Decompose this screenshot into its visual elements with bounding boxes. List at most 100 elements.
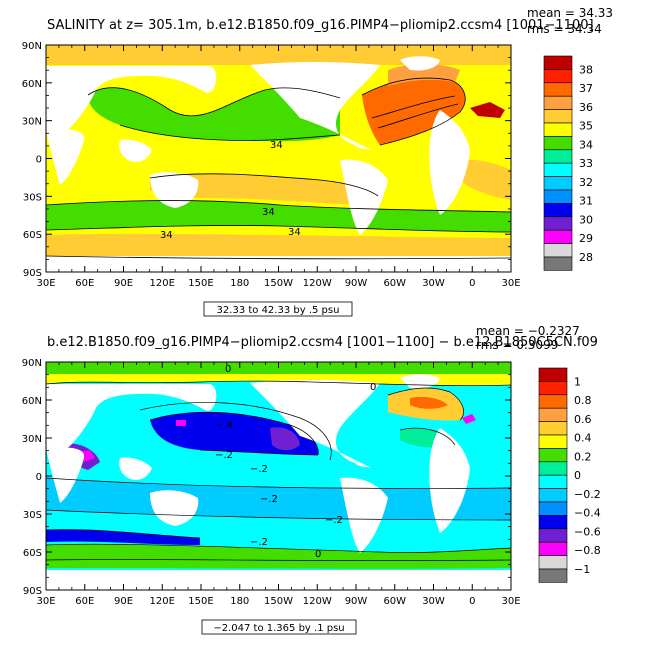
p1-colorbar-label: 34 [579,138,593,151]
p1-colorbar-label: 28 [579,251,593,264]
p1-colorbar-swatch [543,229,573,244]
p2-contour-line [139,402,332,461]
panel-1-rms: rms = 34.34 [527,22,602,36]
p1-land-maritime [119,139,152,162]
p2-colorbar-swatch [538,515,568,530]
p1-colorbar-swatch [543,95,573,110]
p1-land-australia [150,172,199,208]
panel-2: b.e12.B1850.f09_g16.PIMP4−pliomip2.ccsm4… [22,324,601,635]
p1-colorbar-label: 38 [579,63,593,76]
p2-colorbar-swatch [538,421,568,436]
p2-lat-label: 60S [23,548,42,559]
p1-colorbar-swatch [543,122,573,137]
p1-colorbar-swatch [543,109,573,124]
p2-land [46,374,511,590]
p1-colorbar-swatch [543,162,573,177]
p1-lon-label: 30W [422,278,445,289]
p1-lon-label: 60W [383,278,406,289]
p2-contour-label: −.2 [215,450,233,461]
p1-north-atlantic [388,64,460,86]
p2-contour-label: 0 [370,382,376,393]
p1-colorbar-swatch [543,189,573,204]
p2-colorbar-label: 0.4 [574,432,592,445]
panel-1-title: SALINITY at z= 305.1m, b.e12.B1850.f09_g… [47,18,594,33]
p2-colorbar-swatch [538,367,568,382]
p1-colorbar-swatch [543,203,573,218]
p1-contour-line [87,87,341,117]
panel-2-title: b.e12.B1850.f09_g16.PIMP4−pliomip2.ccsm4… [47,335,598,350]
panel-1-mean: mean = 34.33 [527,6,613,20]
p2-contour-label: −.2 [260,494,278,505]
p2-lat-label: 90N [22,358,42,369]
panel-1-map: 34 34 34 34 [46,45,511,272]
p1-lon-label: 120E [150,278,175,289]
p1-lon-label: 120W [303,278,332,289]
p1-lon-label: 180 [230,278,249,289]
p1-pacific-south-orange [150,173,378,205]
p1-southern-orange [46,233,511,259]
p2-range-label: −2.047 to 1.365 by .1 psu [213,623,344,634]
p1-pacific-north-green [88,87,340,142]
p2-colorbar-label: 1 [574,375,581,388]
p2-lat-label: 60N [22,396,42,407]
p1-lon-label: 90W [345,278,368,289]
p1-contour-label: 34 [160,230,173,241]
p2-southern-green [46,544,511,569]
p2-colorbar-swatch [538,434,568,449]
p2-contour-label: 0 [315,549,321,560]
p2-contour-line [46,477,511,489]
p1-colorbar-label: 32 [579,176,593,189]
p1-lon-label: 90E [114,278,133,289]
p1-contour-line [377,103,459,129]
panel-1: SALINITY at z= 305.1m, b.e12.B1850.f09_g… [22,6,613,317]
p1-south-atlantic-east [460,159,511,200]
p2-lon-label: 30E [501,596,520,607]
p1-land-south-america [340,159,388,235]
p1-lon-label: 60E [75,278,94,289]
p1-colorbar-swatch [543,149,573,164]
p1-colorbar-swatch [543,216,573,231]
p2-land-africa-east [46,447,85,503]
p2-lon-label: 0 [469,596,475,607]
p2-contours [46,380,511,561]
p2-north-atlantic-red [410,396,448,409]
p2-colorbar-swatch [538,555,568,570]
p2-lon-label: 120E [150,596,175,607]
p1-colorbar-label: 29 [579,232,593,245]
p2-land-north-america [250,379,380,468]
p1-lat-label: 90S [23,268,42,279]
p2-med-magenta [462,414,476,424]
p2-contour-line [46,543,511,553]
p2-contour-line [149,411,319,456]
p1-colorbar-label: 35 [579,120,593,133]
p1-range-box [203,301,353,317]
p2-contour-line [387,387,464,421]
p2-colorbar-label: 0 [574,469,581,482]
p1-contour-label: 34 [288,227,301,238]
p2-pacific-magenta [176,420,186,426]
p1-contour-line [119,124,341,141]
p2-land-maritime [119,457,152,480]
p2-colorbar-swatch [538,461,568,476]
p2-lon-label: 90E [114,596,133,607]
p2-contour-line [199,449,319,456]
p1-lat-label: 90N [22,41,42,52]
p1-southern-ocean-green [46,200,511,232]
p2-colorbar-swatch [538,568,568,583]
p2-contour-line [399,427,456,446]
p2-contour-label: −.2 [250,537,268,548]
p2-contour-line [46,559,511,561]
p1-contour-line [149,173,379,197]
p2-colorbar-label: −0.8 [574,544,601,557]
p2-colorbar-swatch [538,541,568,556]
p1-lon-label: 150E [188,278,213,289]
p1-atlantic-orange [362,78,466,145]
p2-north-pacific-purple [270,427,300,451]
p2-contour-label: −.2 [325,515,343,526]
p2-land-asia [46,384,217,449]
p2-colorbar-label: −0.2 [574,488,601,501]
p1-land-africa-east [46,129,85,185]
p2-contour-label: −.4 [215,420,233,431]
